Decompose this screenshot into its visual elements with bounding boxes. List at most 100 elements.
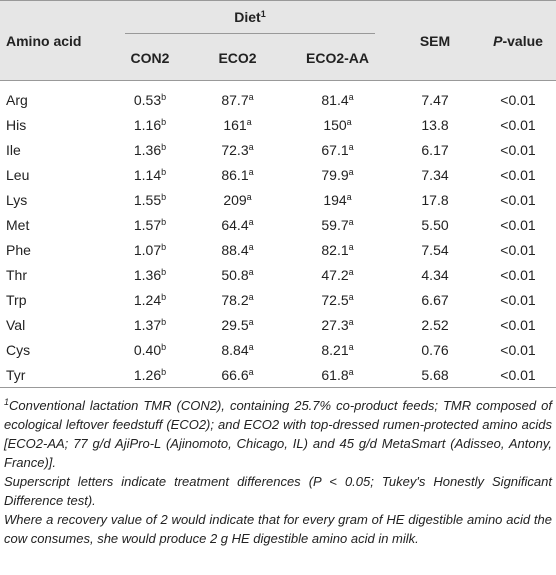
superscript: a bbox=[346, 116, 352, 127]
cell-value: 66.6 bbox=[221, 366, 249, 383]
cell: 0.53b bbox=[110, 81, 190, 113]
text: P bbox=[493, 32, 503, 49]
cell: 61.8a bbox=[285, 362, 391, 388]
cell: 1.14b bbox=[110, 162, 190, 187]
cell: 1.36b bbox=[110, 262, 190, 287]
cell: <0.01 bbox=[500, 116, 536, 133]
row-label: Leu bbox=[6, 166, 30, 183]
cell: 5.68 bbox=[390, 362, 481, 388]
superscript: b bbox=[161, 141, 167, 152]
row-label: Cys bbox=[6, 341, 31, 358]
footnote: Superscript letters indicate treatment d… bbox=[4, 472, 552, 510]
cell: 8.84a bbox=[190, 337, 285, 362]
row-label: Thr bbox=[6, 266, 27, 283]
superscript: a bbox=[348, 91, 354, 102]
row-label: His bbox=[6, 116, 27, 133]
cell-value: 29.5 bbox=[221, 316, 249, 333]
cell: 6.67 bbox=[421, 291, 449, 308]
superscript: a bbox=[348, 241, 354, 252]
cell: 67.1a bbox=[285, 137, 390, 162]
superscript: b bbox=[161, 316, 167, 327]
superscript: a bbox=[346, 191, 352, 202]
cell: 4.34 bbox=[421, 266, 449, 283]
superscript: a bbox=[348, 266, 354, 277]
cell-value: 50.8 bbox=[221, 266, 249, 283]
header-cell: ECO2 bbox=[218, 50, 257, 67]
text: Diet bbox=[234, 9, 261, 26]
cell: 82.1a bbox=[285, 237, 390, 262]
superscript: a bbox=[248, 166, 254, 177]
cell: 0.40b bbox=[110, 337, 190, 362]
superscript: b bbox=[161, 266, 167, 277]
cell-value: 72.3 bbox=[221, 141, 249, 158]
cell-value: 82.1 bbox=[321, 241, 349, 258]
superscript: b bbox=[161, 341, 167, 352]
cell: 50.8a bbox=[190, 262, 285, 287]
superscript: a bbox=[248, 141, 254, 152]
superscript: 1 bbox=[4, 397, 10, 407]
cell-value: 8.84 bbox=[221, 341, 249, 358]
cell: 79.9a bbox=[285, 162, 390, 187]
table-row: Cys 0.40b 8.84a 8.21a 0.76 <0.01 bbox=[0, 337, 556, 362]
cell-value: 79.9 bbox=[321, 166, 349, 183]
superscript: a bbox=[248, 91, 254, 102]
cell-value: 87.7 bbox=[221, 91, 249, 108]
superscript: 1 bbox=[260, 9, 266, 20]
cell-value: 194 bbox=[323, 191, 347, 208]
row-label: Lys bbox=[6, 191, 28, 208]
cell: 7.34 bbox=[421, 166, 449, 183]
cell-value: 0.53 bbox=[133, 91, 162, 108]
table-row: Val 1.37b 29.5a 27.3a 2.52 <0.01 bbox=[0, 312, 556, 337]
cell: 29.5a bbox=[190, 312, 285, 337]
superscript: b bbox=[161, 291, 167, 302]
cell-value: 0.40 bbox=[133, 341, 162, 358]
cell: 47.2a bbox=[285, 262, 390, 287]
cell: 8.21a bbox=[285, 337, 390, 362]
header-cell: SEM bbox=[419, 32, 451, 49]
cell: <0.01 bbox=[500, 341, 536, 358]
cell-value: 78.2 bbox=[221, 291, 249, 308]
superscript: b bbox=[161, 241, 167, 252]
cell: 13.8 bbox=[421, 116, 449, 133]
superscript: a bbox=[248, 316, 254, 327]
cell: 1.24b bbox=[110, 287, 190, 312]
header-cell: ECO2-AA bbox=[306, 50, 370, 67]
superscript: a bbox=[348, 341, 354, 352]
cell-value: 1.14 bbox=[133, 166, 162, 183]
table-row: Met 1.57b 64.4a 59.7a 5.50 <0.01 bbox=[0, 212, 556, 237]
cell-value: 59.7 bbox=[321, 216, 349, 233]
cell: 1.57b bbox=[110, 212, 190, 237]
row-label: Ile bbox=[6, 141, 21, 158]
superscript: b bbox=[161, 191, 167, 202]
row-label: Val bbox=[6, 316, 26, 333]
cell: 150a bbox=[285, 112, 390, 137]
superscript: a bbox=[348, 166, 354, 177]
cell: 72.5a bbox=[285, 287, 390, 312]
cell: 64.4a bbox=[190, 212, 285, 237]
table-row: Ile 1.36b 72.3a 67.1a 6.17 <0.01 bbox=[0, 137, 556, 162]
cell: <0.01 bbox=[480, 362, 556, 388]
cell: 66.6a bbox=[190, 362, 285, 388]
cell: 59.7a bbox=[285, 212, 390, 237]
superscript: b bbox=[161, 91, 167, 102]
cell-value: 72.5 bbox=[321, 291, 349, 308]
cell: 1.07b bbox=[110, 237, 190, 262]
superscript: a bbox=[248, 241, 254, 252]
cell-value: 1.07 bbox=[133, 241, 162, 258]
cell: 5.50 bbox=[421, 216, 449, 233]
cell-value: 67.1 bbox=[321, 141, 349, 158]
cell-value: 1.24 bbox=[133, 291, 162, 308]
superscript: a bbox=[248, 341, 254, 352]
header-cell: P-value bbox=[480, 1, 556, 81]
superscript: a bbox=[348, 141, 354, 152]
header-row: Amino acid Diet1 SEM P-value bbox=[0, 0, 556, 49]
table-row: Trp 1.24b 78.2a 72.5a 6.67 <0.01 bbox=[0, 287, 556, 312]
cell: 6.17 bbox=[421, 141, 449, 158]
cell: 1.26b bbox=[110, 362, 190, 388]
table-body: Arg 0.53b 87.7a 81.4a 7.47 <0.01 His 1.16b 161a 1… bbox=[0, 81, 556, 388]
cell-value: 81.4 bbox=[321, 91, 349, 108]
superscript: a bbox=[246, 191, 252, 202]
cell-value: 86.1 bbox=[221, 166, 249, 183]
table-row: Thr 1.36b 50.8a 47.2a 4.34 <0.01 bbox=[0, 262, 556, 287]
